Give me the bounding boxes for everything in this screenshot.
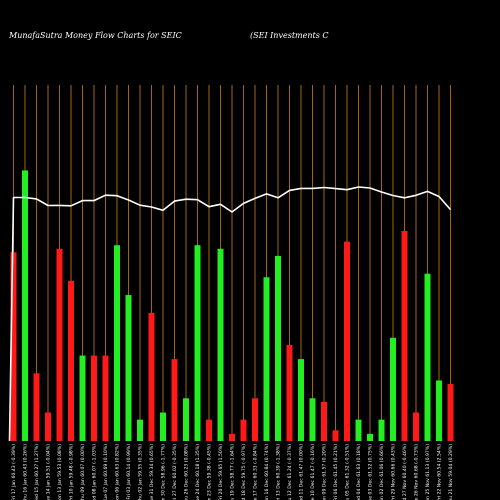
x-tick-label: Fri 13 Dec 60.39 (-1.38%): [276, 444, 282, 500]
money-flow-bar: [33, 373, 40, 441]
x-tick-label: Tue 17 Dec 60.33 (-0.84%): [253, 444, 259, 500]
money-flow-bars: [10, 170, 454, 441]
money-flow-bar: [240, 419, 247, 441]
money-flow-bar: [183, 398, 189, 441]
x-tick-label: Mon 13 Jan 59.53 (0.08%): [57, 444, 63, 500]
x-tick-label: Mon 06 Jan 60.63 (0.82%): [115, 444, 121, 500]
x-tick-label: Wed 11 Dec 61.47 (0.00%): [299, 444, 305, 500]
x-tick-label: Thu 16 Jan 60.43 (0.26%): [23, 444, 29, 500]
money-flow-bar: [367, 433, 373, 441]
money-flow-bar: [378, 419, 385, 441]
x-tick-label: Mon 09 Dec 61.57 (0.20%): [322, 444, 328, 500]
x-tick-label: Tue 31 Dec 59.34 (0.65%): [149, 444, 155, 500]
money-flow-bar: [114, 245, 120, 441]
money-flow-bar: [298, 359, 304, 441]
x-tick-label: Thu 12 Dec 61.24 (-0.37%): [287, 444, 293, 500]
x-tick-label: Wed 18 Dec 59.75 (-0.97%): [241, 444, 247, 500]
x-tick-label: Mon 25 Nov 61.13 (0.97%): [425, 444, 431, 500]
money-flow-bar: [252, 398, 258, 441]
x-tick-label: Tue 26 Nov 60.68 (-0.73%): [414, 444, 420, 500]
x-tick-label: Fri 03 Jan 60.14 (0.99%): [126, 444, 132, 500]
x-tick-label: Mon 30 Dec 58.96 (-1.77%): [161, 444, 167, 500]
money-flow-bar: [321, 401, 327, 441]
money-flow-bar: [436, 380, 442, 441]
x-tick-label: Tue 10 Dec 61.47 (-0.16%): [310, 444, 316, 500]
x-tick-label: Tue 03 Dec 61.52 (0.75%): [368, 444, 374, 500]
x-tick-label: Thu 21 Nov 59.04 (0.29%): [448, 444, 454, 500]
money-flow-bar: [275, 255, 281, 441]
x-tick-label: Fri 22 Nov 60.54 (2.54%): [437, 444, 443, 500]
x-tick-label: Wed 08 Jan 60.07 (-1.03%): [92, 444, 98, 500]
x-tick-label: Fri 10 Jan 59.48 (-0.98%): [69, 444, 75, 500]
money-flow-bar: [286, 344, 293, 441]
money-flow-bar: [263, 277, 270, 441]
price-line: [8, 186, 452, 442]
money-flow-bar: [401, 230, 408, 441]
money-flow-bar: [10, 252, 17, 441]
money-flow-bar: [171, 359, 178, 441]
money-flow-bar: [68, 280, 74, 441]
money-flow-bar: [413, 412, 419, 441]
money-flow-bar: [45, 412, 51, 441]
chart-title: MunafaSutra Money Flow Charts for SEIC: [8, 31, 182, 40]
x-tick-label: Thu 19 Dec 58.77 (-1.64%): [230, 444, 236, 500]
x-tick-label: Fri 20 Dec 59.65 (1.50%): [218, 444, 224, 500]
money-flow-bar: [447, 384, 454, 441]
money-flow-bar: [125, 295, 132, 441]
money-flow-bar: [56, 248, 63, 441]
x-tick-label: Mon 02 Dec 61.06 (0.66%): [379, 444, 385, 500]
money-flow-bar: [206, 419, 212, 441]
x-tick-label: Thu 09 Jan 60.07 (0.00%): [80, 444, 86, 500]
money-flow-bar: [194, 245, 201, 441]
x-tick-label: Wed 15 Jan 60.27 (1.27%): [34, 444, 40, 500]
x-tick-label: Wed 27 Nov 60.40 (-0.46%): [402, 444, 408, 500]
x-tick-label: Fri 06 Dec 61.45 (0.21%): [333, 444, 339, 500]
money-flow-bar: [424, 273, 431, 441]
x-tick-label: Fri 27 Dec 60.02 (-0.35%): [172, 444, 178, 500]
money-flow-bar: [79, 355, 86, 441]
x-tick-label: Tue 14 Jan 59.51 (-0.04%): [46, 444, 52, 500]
money-flow-bar: [355, 419, 362, 441]
money-flow-bar: [332, 430, 339, 441]
x-tick-label: Fri 29 Nov 60.66 (0.43%): [391, 444, 397, 500]
money-flow-bar: [229, 433, 235, 441]
money-flow-bar: [217, 248, 224, 441]
x-tick-label: Mon 16 Dec 60.84 (0.74%): [264, 444, 270, 500]
money-flow-bar: [390, 337, 396, 441]
x-tick-label: Thu 26 Dec 60.23 (0.08%): [184, 444, 190, 500]
x-tick-label: Thu 02 Jan 59.55 (0.35%): [138, 444, 144, 500]
money-flow-bar: [309, 398, 316, 441]
x-tick-label: Thu 05 Dec 61.32 (-0.51%): [345, 444, 351, 500]
money-flow-bar: [160, 412, 166, 441]
x-tick-label: Tue 24 Dec 60.18 (1.35%): [195, 444, 201, 500]
money-flow-bar: [148, 312, 155, 441]
chart-subtitle: (SEI Investments C: [250, 31, 329, 40]
x-tick-label: Mon 23 Dec 59.38 (-0.45%): [207, 444, 213, 500]
money-flow-bar: [22, 170, 28, 441]
x-tick-label: Wed 04 Dec 61.63 (0.18%): [356, 444, 362, 500]
money-flow-bar: [137, 419, 143, 441]
money-flow-bar: [91, 355, 97, 441]
money-flow-bar: [344, 241, 350, 441]
money-flow-bar: [102, 355, 109, 441]
x-tick-labels: Fri 17 Jan 60.43 (-0.39%) Thu 16 Jan 60.4…: [11, 444, 454, 500]
grid-lines: [13, 85, 451, 441]
x-tick-label: Tue 07 Jan 60.69 (0.10%): [103, 444, 109, 500]
x-tick-label: Fri 17 Jan 60.43 (-0.39%): [11, 444, 17, 500]
